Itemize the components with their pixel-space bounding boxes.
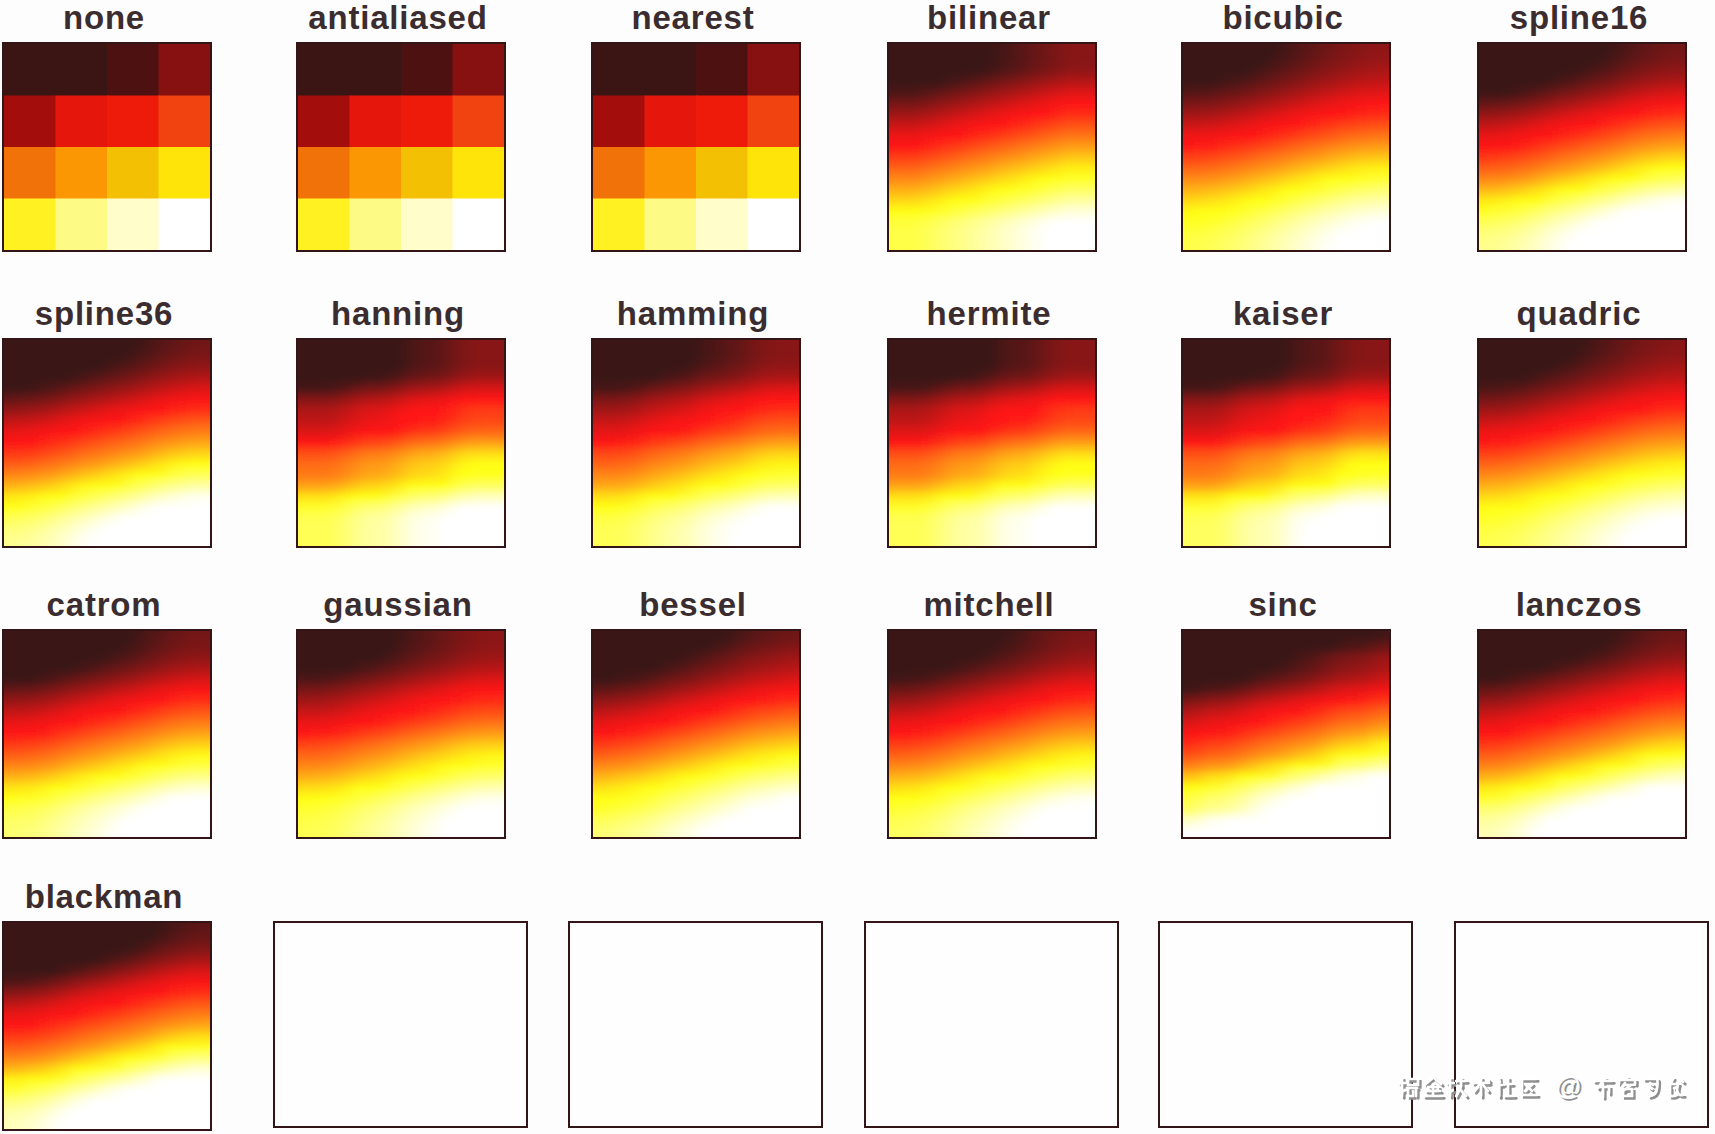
svg-text:@: @ [1555, 1074, 1581, 1101]
